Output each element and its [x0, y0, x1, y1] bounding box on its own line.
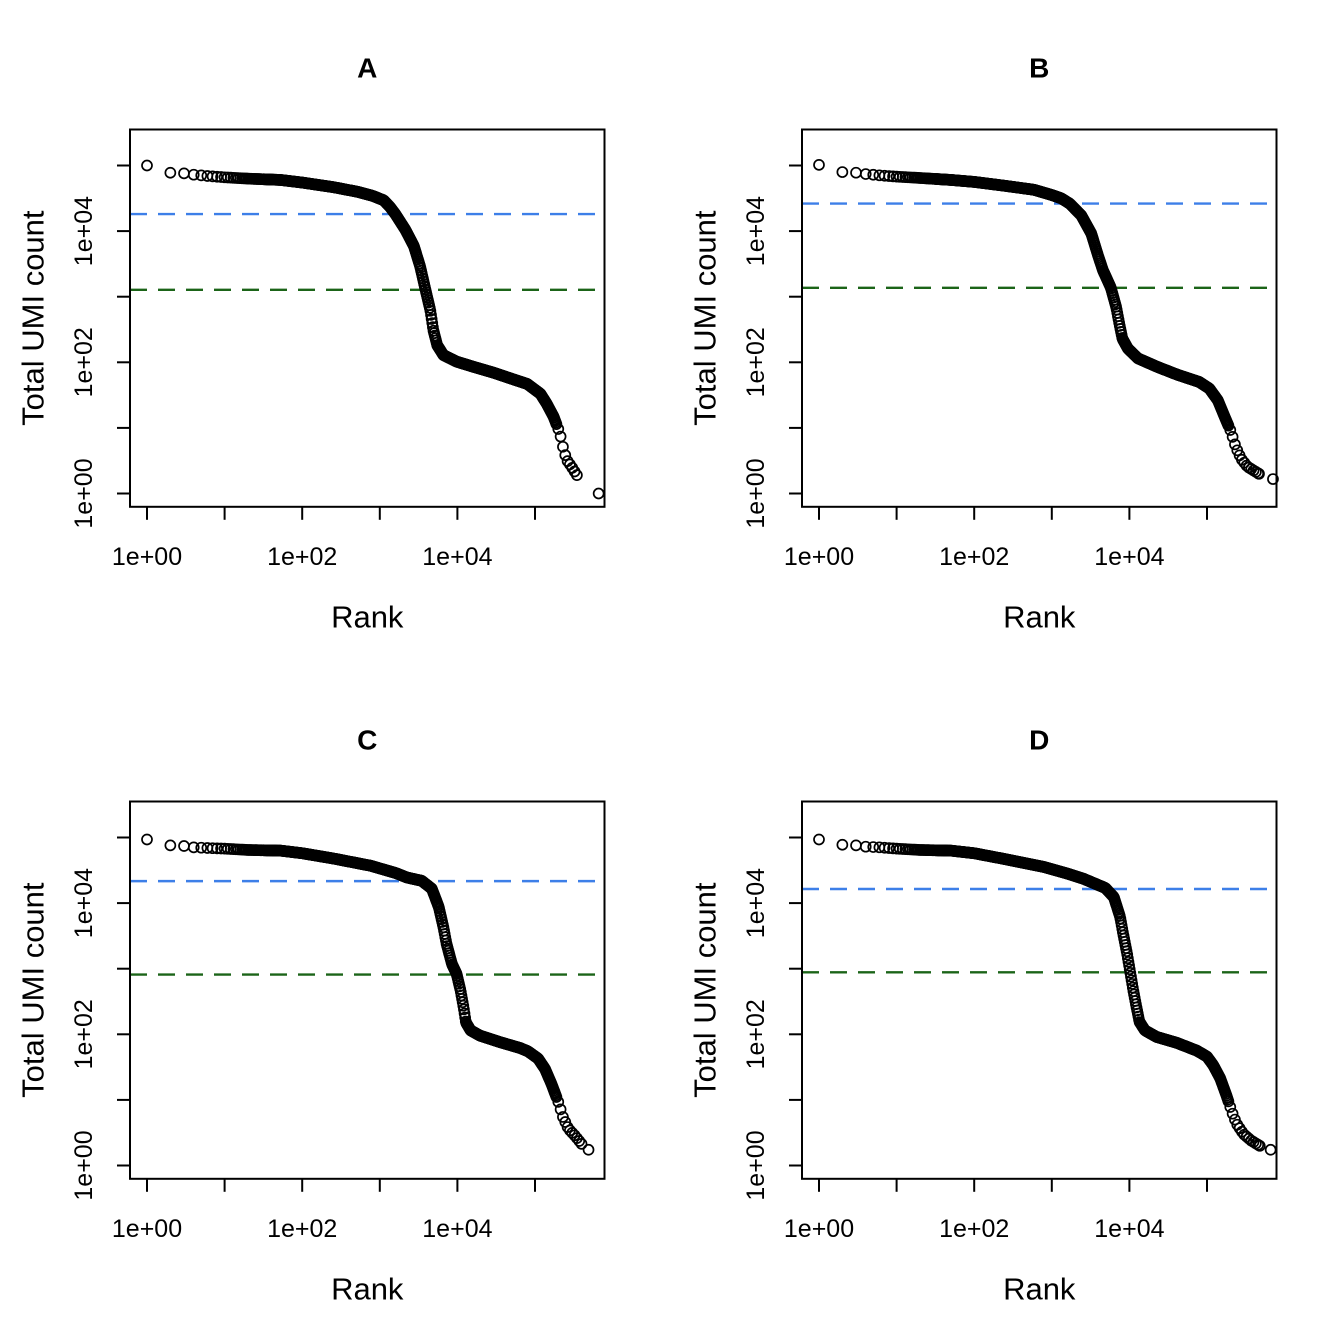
y-axis-title: Total UMI count	[688, 210, 723, 426]
x-tick-label: 1e+02	[939, 543, 1009, 571]
x-tick-label: 1e+04	[422, 543, 492, 571]
plot-box	[129, 128, 606, 508]
panel-B: 1e+00 1e+02 1e+04 1e+00 1e+02 1e+04 Rank Total …	[688, 53, 1279, 634]
y-tick-label: 1e+02	[742, 999, 770, 1069]
y-tick-label: 1e+02	[70, 327, 98, 397]
panel-A: 1e+00 1e+02 1e+04 1e+00 1e+02 1e+04 Rank Total …	[16, 53, 606, 634]
panel-title: B	[1029, 53, 1049, 84]
x-axis-title: Rank	[1003, 1271, 1076, 1306]
y-axis-title: Total UMI count	[16, 882, 51, 1098]
plot-box	[129, 800, 606, 1180]
data-points	[813, 158, 1279, 485]
last-data-point	[582, 1143, 595, 1156]
x-axis-title: Rank	[331, 1271, 404, 1306]
y-tick-label: 1e+00	[742, 458, 770, 528]
y-tick-label: 1e+04	[70, 868, 98, 938]
panel-title: A	[357, 53, 377, 84]
plot-box	[801, 128, 1278, 508]
last-data-point	[1264, 1143, 1277, 1156]
plot-box	[801, 800, 1278, 1180]
panel-title: D	[1029, 725, 1049, 756]
y-tick-label: 1e+00	[70, 1130, 98, 1200]
y-tick-label: 1e+04	[70, 196, 98, 266]
y-tick-label: 1e+00	[742, 1130, 770, 1200]
x-tick-label: 1e+04	[1094, 1215, 1164, 1243]
x-tick-label: 1e+02	[267, 543, 337, 571]
y-tick-label: 1e+04	[742, 868, 770, 938]
y-tick-label: 1e+02	[742, 327, 770, 397]
data-points	[813, 833, 1277, 1156]
x-tick-label: 1e+04	[422, 1215, 492, 1243]
last-data-point	[592, 487, 605, 500]
data-points	[141, 159, 605, 500]
x-tick-label: 1e+00	[784, 1215, 854, 1243]
panel-title: C	[357, 725, 377, 756]
y-tick-label: 1e+04	[742, 196, 770, 266]
y-axis-title: Total UMI count	[688, 882, 723, 1098]
y-tick-label: 1e+00	[70, 458, 98, 528]
x-tick-label: 1e+02	[267, 1215, 337, 1243]
x-axis-title: Rank	[331, 599, 404, 634]
x-tick-label: 1e+00	[112, 1215, 182, 1243]
y-tick-label: 1e+02	[70, 999, 98, 1069]
y-axis-title: Total UMI count	[16, 210, 51, 426]
last-data-point	[1267, 473, 1279, 485]
x-tick-label: 1e+00	[112, 543, 182, 571]
x-tick-label: 1e+00	[784, 543, 854, 571]
x-tick-label: 1e+02	[939, 1215, 1009, 1243]
x-axis-title: Rank	[1003, 599, 1076, 634]
data-points	[141, 833, 595, 1156]
panel-D: 1e+00 1e+02 1e+04 1e+00 1e+02 1e+04 Rank Total …	[688, 725, 1278, 1306]
x-tick-label: 1e+04	[1094, 543, 1164, 571]
panel-C: 1e+00 1e+02 1e+04 1e+00 1e+02 1e+04 Rank Total …	[16, 725, 606, 1306]
